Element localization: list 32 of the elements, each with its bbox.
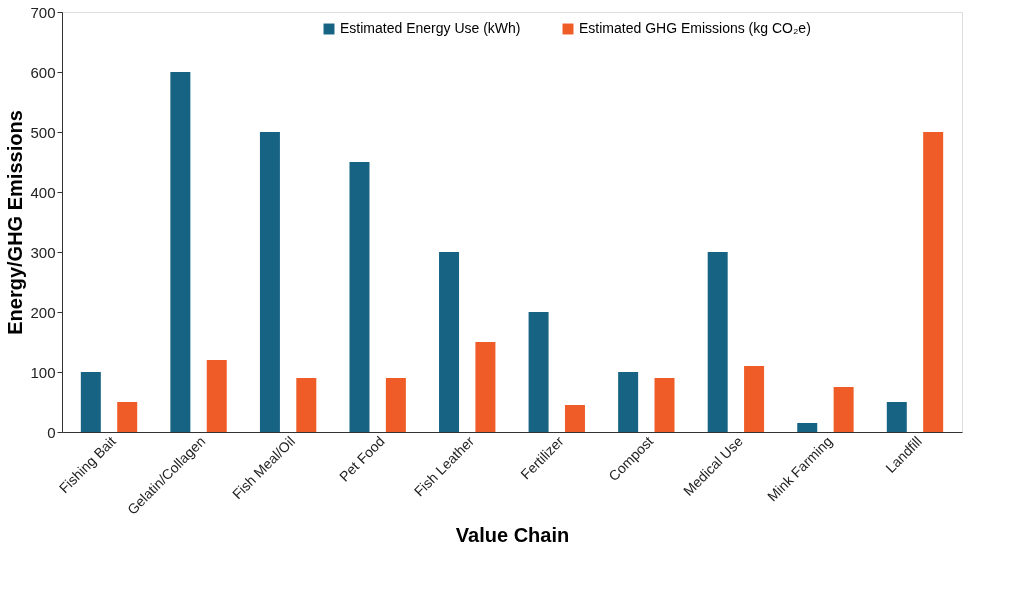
- y-tick-label: 0: [47, 423, 56, 441]
- bar: [259, 132, 280, 432]
- bar: [923, 132, 944, 432]
- bar: [439, 252, 460, 432]
- y-tick-label: 500: [30, 123, 56, 141]
- bar: [80, 372, 101, 432]
- bar: [564, 405, 585, 432]
- y-tick-label: 200: [30, 303, 56, 321]
- bar: [654, 378, 675, 432]
- bar: [349, 162, 370, 432]
- y-tick-label: 400: [30, 183, 56, 201]
- bar: [528, 312, 549, 432]
- y-tick-label: 300: [30, 243, 56, 261]
- bar: [833, 387, 854, 432]
- bar: [797, 423, 818, 432]
- y-tick-label: 700: [30, 3, 56, 21]
- bar: [206, 360, 227, 432]
- bar: [707, 252, 728, 432]
- bar: [170, 72, 191, 432]
- bar: [886, 402, 907, 432]
- y-tick-label: 100: [30, 363, 56, 381]
- y-tick-label: 600: [30, 63, 56, 81]
- bar: [296, 378, 317, 432]
- bar: [385, 378, 406, 432]
- y-axis-title: Energy/GHG Emissions: [4, 110, 27, 335]
- legend-label: Estimated Energy Use (kWh): [340, 20, 521, 36]
- legend-label: Estimated GHG Emissions (kg CO₂e): [579, 20, 811, 36]
- bar: [744, 366, 765, 432]
- x-axis-title: Value Chain: [455, 523, 570, 546]
- bar: [475, 342, 496, 432]
- bar: [618, 372, 639, 432]
- bar: [117, 402, 138, 432]
